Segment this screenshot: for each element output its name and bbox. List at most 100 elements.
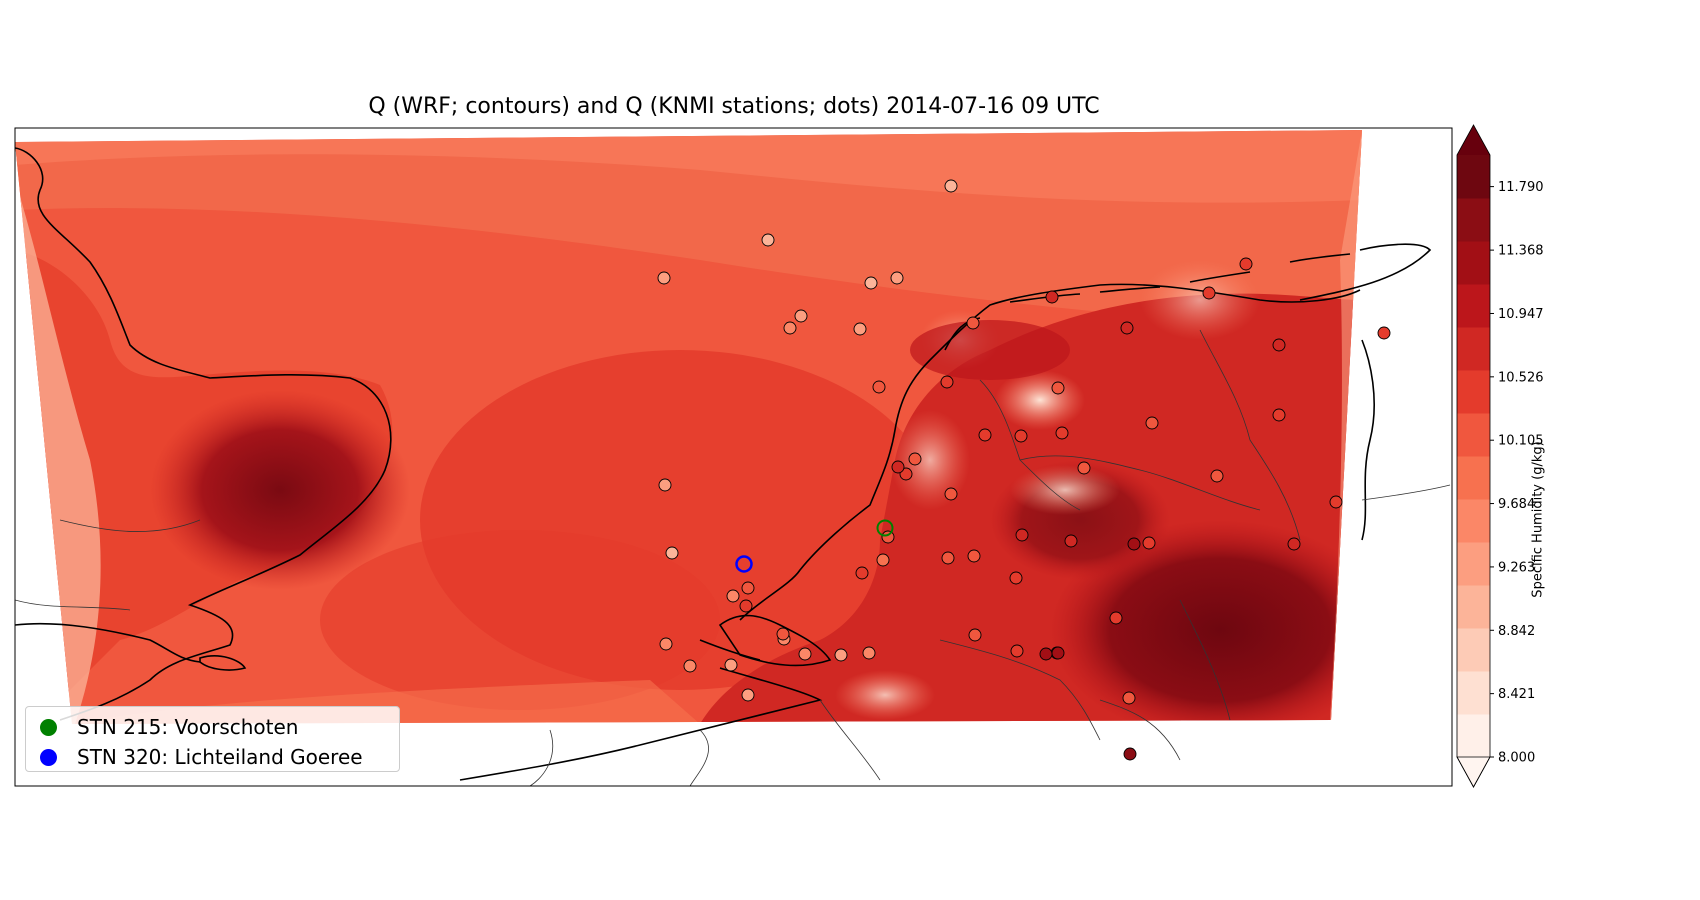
station-dot bbox=[783, 321, 797, 335]
station-dot bbox=[940, 375, 954, 389]
station-320-marker bbox=[735, 555, 753, 573]
colorbar-segment bbox=[1457, 542, 1490, 586]
station-dot bbox=[739, 599, 753, 613]
colorbar-segment bbox=[1457, 456, 1490, 500]
station-dot bbox=[855, 566, 869, 580]
station-dot bbox=[1109, 611, 1123, 625]
station-dot bbox=[944, 179, 958, 193]
station-dot bbox=[1122, 691, 1136, 705]
station-dot bbox=[1127, 537, 1141, 551]
colorbar-segment bbox=[1457, 370, 1490, 414]
legend-item-station-320: STN 320: Lichteiland Goeree bbox=[40, 745, 363, 769]
station-dot bbox=[794, 309, 808, 323]
colorbar-extend-min bbox=[1456, 756, 1491, 788]
colorbar-segment bbox=[1457, 628, 1490, 672]
station-dot bbox=[941, 551, 955, 565]
map-content bbox=[15, 130, 1451, 786]
chart-title: Q (WRF; contours) and Q (KNMI stations; … bbox=[368, 94, 1100, 119]
station-dot bbox=[1123, 747, 1137, 761]
station-dot bbox=[1010, 644, 1024, 658]
station-dot bbox=[881, 530, 895, 544]
station-dot bbox=[1120, 321, 1134, 335]
colorbar-segment bbox=[1457, 714, 1490, 758]
colorbar-tick-label: 11.790 bbox=[1498, 180, 1544, 195]
station-dot bbox=[978, 428, 992, 442]
station-dot bbox=[1051, 381, 1065, 395]
station-dot bbox=[862, 646, 876, 660]
station-dot bbox=[1015, 528, 1029, 542]
station-dot bbox=[741, 688, 755, 702]
station-dot bbox=[908, 452, 922, 466]
legend: STN 215: Voorschoten STN 320: Lichteilan… bbox=[25, 706, 400, 772]
station-dot bbox=[761, 233, 775, 247]
country-borders bbox=[15, 329, 1451, 786]
colorbar-tick-label: 10.105 bbox=[1498, 434, 1544, 449]
colorbar-tick-label: 11.368 bbox=[1498, 244, 1544, 259]
station-markers bbox=[657, 179, 1391, 761]
station-dot bbox=[944, 487, 958, 501]
colorbar-segment bbox=[1457, 284, 1490, 328]
colorbar-tick-label: 8.000 bbox=[1498, 751, 1535, 766]
colorbar-segment bbox=[1457, 499, 1490, 543]
station-dot bbox=[1039, 647, 1053, 661]
colorbar-segment bbox=[1457, 155, 1490, 199]
legend-label-station-320: STN 320: Lichteiland Goeree bbox=[77, 745, 363, 769]
station-dot bbox=[1272, 408, 1286, 422]
station-dot bbox=[890, 271, 904, 285]
station-dot bbox=[659, 637, 673, 651]
station-dot bbox=[776, 627, 790, 641]
station-dot bbox=[1051, 646, 1065, 660]
legend-marker-green bbox=[40, 718, 57, 736]
colorbar-segment bbox=[1457, 198, 1490, 242]
station-dot bbox=[1210, 469, 1224, 483]
station-dot bbox=[1287, 537, 1301, 551]
station-dot bbox=[967, 549, 981, 563]
colorbar-segment bbox=[1457, 413, 1490, 457]
station-dot bbox=[1239, 257, 1253, 271]
station-dot bbox=[891, 460, 905, 474]
legend-label-station-215: STN 215: Voorschoten bbox=[77, 715, 299, 739]
map-axes-border bbox=[14, 127, 1453, 787]
colorbar bbox=[1456, 124, 1491, 788]
station-dot bbox=[741, 581, 755, 595]
station-dot bbox=[853, 322, 867, 336]
colorbar-segment bbox=[1457, 241, 1490, 285]
colorbar-tick-label: 8.842 bbox=[1498, 624, 1535, 639]
station-dot bbox=[798, 647, 812, 661]
station-dot bbox=[1055, 426, 1069, 440]
station-dot bbox=[1009, 571, 1023, 585]
station-dot bbox=[724, 658, 738, 672]
colorbar-segment bbox=[1457, 585, 1490, 629]
station-dot bbox=[864, 276, 878, 290]
station-dot bbox=[876, 553, 890, 567]
station-dot bbox=[968, 628, 982, 642]
station-dot bbox=[1077, 461, 1091, 475]
station-dot bbox=[834, 648, 848, 662]
colorbar-tick-label: 10.947 bbox=[1498, 307, 1544, 322]
station-dot bbox=[657, 271, 671, 285]
coastlines bbox=[15, 147, 1432, 781]
colorbar-ticks: 8.000 8.421 8.842 9.263 9.684 10.105 10.526 10.… bbox=[1490, 180, 1544, 766]
station-dot bbox=[1272, 338, 1286, 352]
station-dot bbox=[1142, 536, 1156, 550]
station-dot bbox=[683, 659, 697, 673]
colorbar-tick-label: 9.263 bbox=[1498, 560, 1535, 575]
station-dot bbox=[966, 316, 980, 330]
station-dot bbox=[1202, 286, 1216, 300]
station-dot bbox=[658, 478, 672, 492]
station-dot bbox=[1377, 326, 1391, 340]
station-dot bbox=[1014, 429, 1028, 443]
colorbar-tick-label: 10.526 bbox=[1498, 370, 1544, 385]
station-dot bbox=[1045, 290, 1059, 304]
colorbar-tick-label: 8.421 bbox=[1498, 687, 1535, 702]
station-dot bbox=[1329, 495, 1343, 509]
station-dot bbox=[726, 589, 740, 603]
station-215-marker bbox=[876, 519, 894, 537]
colorbar-tick-label: 9.684 bbox=[1498, 497, 1535, 512]
colorbar-extend-max bbox=[1457, 125, 1490, 155]
legend-item-station-215: STN 215: Voorschoten bbox=[40, 715, 298, 739]
station-dot bbox=[1064, 534, 1078, 548]
colorbar-label-text: Specific Humidity (g/kg) bbox=[1530, 441, 1546, 598]
colorbar-segment bbox=[1457, 671, 1490, 715]
